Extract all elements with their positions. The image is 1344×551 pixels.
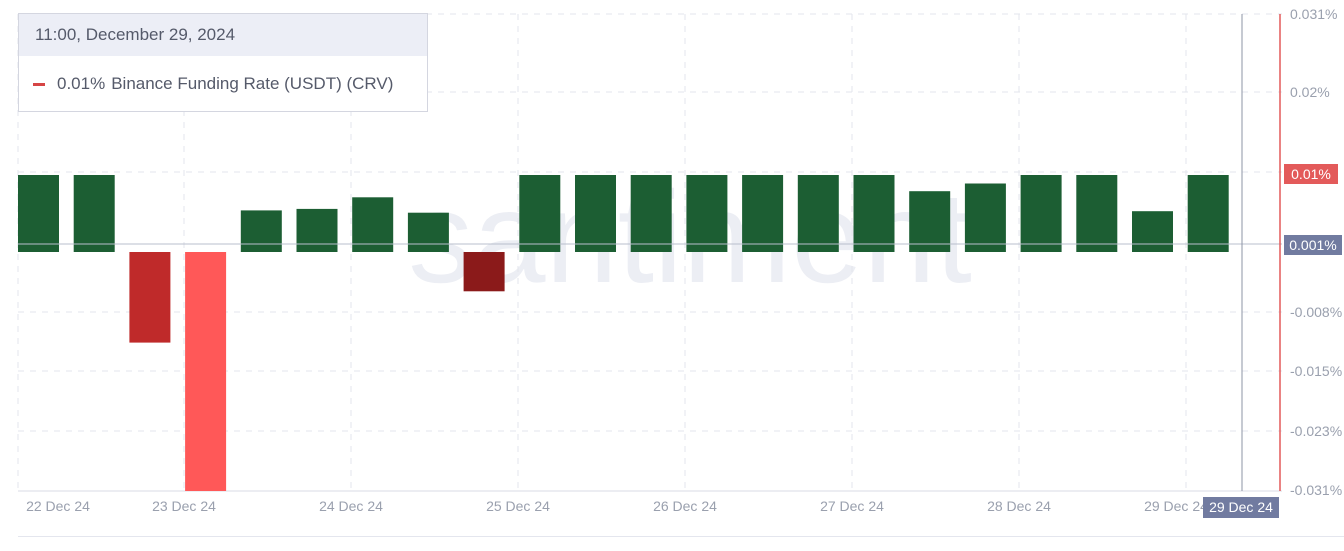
bar[interactable] bbox=[352, 197, 394, 252]
bar[interactable] bbox=[797, 175, 839, 252]
bar[interactable] bbox=[18, 175, 59, 252]
tooltip-date: 11:00, December 29, 2024 bbox=[19, 14, 427, 56]
bars bbox=[18, 175, 1229, 491]
bar[interactable] bbox=[129, 252, 171, 343]
y-tick-label: -0.023% bbox=[1290, 423, 1342, 439]
bar[interactable] bbox=[964, 183, 1006, 253]
bar[interactable] bbox=[686, 175, 728, 252]
bar[interactable] bbox=[407, 212, 449, 252]
bar[interactable] bbox=[240, 210, 282, 252]
y-axis: 0.031% 0.02% -0.008% -0.015% -0.023% -0.031% bbox=[1290, 6, 1342, 498]
bar[interactable] bbox=[630, 175, 672, 252]
x-axis: 22 Dec 24 23 Dec 24 24 Dec 24 25 Dec 24 26 D… bbox=[26, 498, 1208, 514]
bar[interactable] bbox=[853, 175, 895, 252]
level-badge bbox=[1284, 235, 1342, 255]
x-tick-label: 23 Dec 24 bbox=[152, 498, 216, 514]
x-tick-label: 26 Dec 24 bbox=[653, 498, 717, 514]
x-tick-label: 22 Dec 24 bbox=[26, 498, 90, 514]
y-tick-label: -0.008% bbox=[1290, 304, 1342, 320]
x-tick-label: 29 Dec 24 bbox=[1144, 498, 1208, 514]
bar[interactable] bbox=[575, 175, 616, 252]
bar[interactable] bbox=[1132, 211, 1173, 252]
bar[interactable] bbox=[909, 191, 951, 252]
bar[interactable] bbox=[73, 175, 115, 252]
crosshair-date-label: 29 Dec 24 bbox=[1209, 499, 1273, 515]
tooltip-value: 0.01% bbox=[57, 74, 106, 93]
x-tick-label: 24 Dec 24 bbox=[319, 498, 383, 514]
current-value-badge bbox=[1284, 164, 1338, 184]
x-tick-label: 25 Dec 24 bbox=[486, 498, 550, 514]
grid bbox=[17, 13, 1282, 492]
bar[interactable] bbox=[742, 175, 784, 252]
hover-tooltip: 11:00, December 29, 2024 0.01% Binance F… bbox=[18, 13, 428, 112]
x-tick-label: 28 Dec 24 bbox=[987, 498, 1051, 514]
y-tick-label: -0.015% bbox=[1290, 363, 1342, 379]
tooltip-legend-row: 0.01% Binance Funding Rate (USDT) (CRV) bbox=[19, 56, 427, 112]
level-label: 0.001% bbox=[1289, 237, 1336, 253]
y-tick-label: 0.031% bbox=[1290, 6, 1337, 22]
bar[interactable] bbox=[1187, 175, 1229, 252]
crosshair-date-badge bbox=[1203, 497, 1279, 518]
bar[interactable] bbox=[519, 175, 561, 252]
y-tick-label: 0.02% bbox=[1290, 84, 1330, 100]
current-value-label: 0.01% bbox=[1291, 166, 1331, 182]
legend-swatch bbox=[33, 82, 45, 86]
tooltip-series-name: Binance Funding Rate (USDT) (CRV) bbox=[111, 74, 394, 93]
bar[interactable] bbox=[185, 252, 227, 491]
bar[interactable] bbox=[463, 252, 505, 292]
overlay: 0.01% 0.001% 29 Dec 24 bbox=[1203, 14, 1342, 518]
bar[interactable] bbox=[296, 208, 338, 252]
y-tick-label: -0.031% bbox=[1290, 482, 1342, 498]
bar[interactable] bbox=[1076, 175, 1118, 252]
navigator-strip[interactable] bbox=[18, 536, 1344, 551]
x-tick-label: 27 Dec 24 bbox=[820, 498, 884, 514]
bar[interactable] bbox=[1020, 175, 1062, 252]
